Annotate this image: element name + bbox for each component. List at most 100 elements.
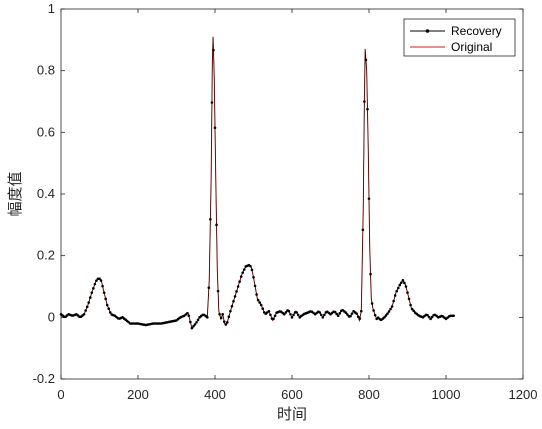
recovery-point [333,310,337,314]
recovery-point [364,58,368,62]
recovery-point [338,312,342,315]
recovery-point [346,313,349,316]
y-axis-label: 幅度值 [6,171,24,216]
recovery-point [95,279,98,282]
recovery-point [323,313,326,317]
recovery-point [213,126,217,130]
recovery-point [105,303,109,307]
recovery-point [218,312,221,316]
recovery-point [253,284,257,288]
recovery-point [98,277,101,281]
y-tick-label: 0 [48,309,55,324]
recovery-point [206,316,209,319]
recovery-point [219,316,223,320]
recovery-point [87,301,91,304]
x-axis-ticks: 0 200 400 600 800 1000 1200 [57,9,537,402]
recovery-point [401,279,405,282]
recovery-point [250,268,254,272]
recovery-point [296,313,300,317]
recovery-point [350,312,354,315]
recovery-point [256,298,260,302]
recovery-point [107,307,111,311]
recovery-point [386,312,389,315]
recovery-point [102,291,106,294]
x-tick-label: 400 [204,387,226,402]
recovery-point [239,275,243,278]
recovery-point [230,304,234,308]
recovery-point [195,320,198,324]
recovery-point [283,312,286,316]
legend-original-label: Original [451,40,492,54]
recovery-point [92,287,95,290]
recovery-point [404,285,408,288]
recovery-point [403,281,406,285]
x-tick-label: 1000 [432,387,461,402]
recovery-point [295,311,298,314]
recovery-point [367,197,371,200]
recovery-point [355,312,358,315]
recovery-point [366,107,369,111]
recovery-point [287,309,291,313]
recovery-point [236,285,240,288]
recovery-point [356,315,360,319]
recovery-point [318,311,322,314]
x-tick-label: 600 [281,387,303,402]
recovery-point [426,313,429,317]
recovery-point [221,312,224,316]
recovery-point [363,100,366,103]
recovery-point [396,286,400,290]
recovery-point [252,275,255,279]
recovery-point [93,282,97,286]
recovery-point [224,323,228,326]
recovery-point [384,314,388,317]
recovery-point [430,315,434,319]
recovery-point [292,313,295,317]
recovery-point [259,303,263,307]
recovery-point [222,320,226,323]
recovery-point [207,286,211,290]
recovery-point [229,309,232,313]
recovery-point [360,309,363,313]
recovery-point [372,309,375,312]
recovery-point [392,299,395,303]
recovery-point [319,313,323,317]
legend-box [403,18,516,57]
recovery-point [361,228,365,232]
recovery-point [190,326,194,330]
recovery-point [101,284,104,288]
recovery-point [267,309,271,313]
recovery-point [344,311,348,315]
recovery-point [82,312,86,316]
y-tick-label: 1 [48,1,55,16]
recovery-point [258,301,261,304]
recovery-point [395,289,399,293]
recovery-point [215,223,218,227]
recovery-point [212,48,215,52]
recovery-point [84,309,87,312]
recovery-point [373,313,377,317]
recovery-point [406,291,409,294]
recovery-point [273,314,277,318]
recovery-point [192,324,195,328]
recovery-point [185,312,189,315]
recovery-point [189,320,192,324]
legend-recovery-marker [425,29,430,33]
recovery-point [193,323,197,326]
recovery-point [393,294,397,297]
recovery-point [226,320,229,324]
recovery-point [335,312,338,316]
recovery-point [232,300,235,303]
recovery-point [187,314,191,318]
recovery-point [242,268,246,271]
recovery-point [85,305,89,309]
recovery-point [389,307,392,311]
y-axis-ticks: -0.2 0 0.2 0.4 0.6 0.8 1 [33,1,523,386]
legend: Recovery Original [403,18,516,57]
recovery-point [104,297,107,301]
recovery-point [209,217,212,221]
x-tick-label: 200 [127,387,149,402]
recovery-point [390,305,394,308]
y-tick-label: 0.4 [37,186,55,201]
recovery-point [261,307,265,311]
recovery-point [358,317,362,320]
